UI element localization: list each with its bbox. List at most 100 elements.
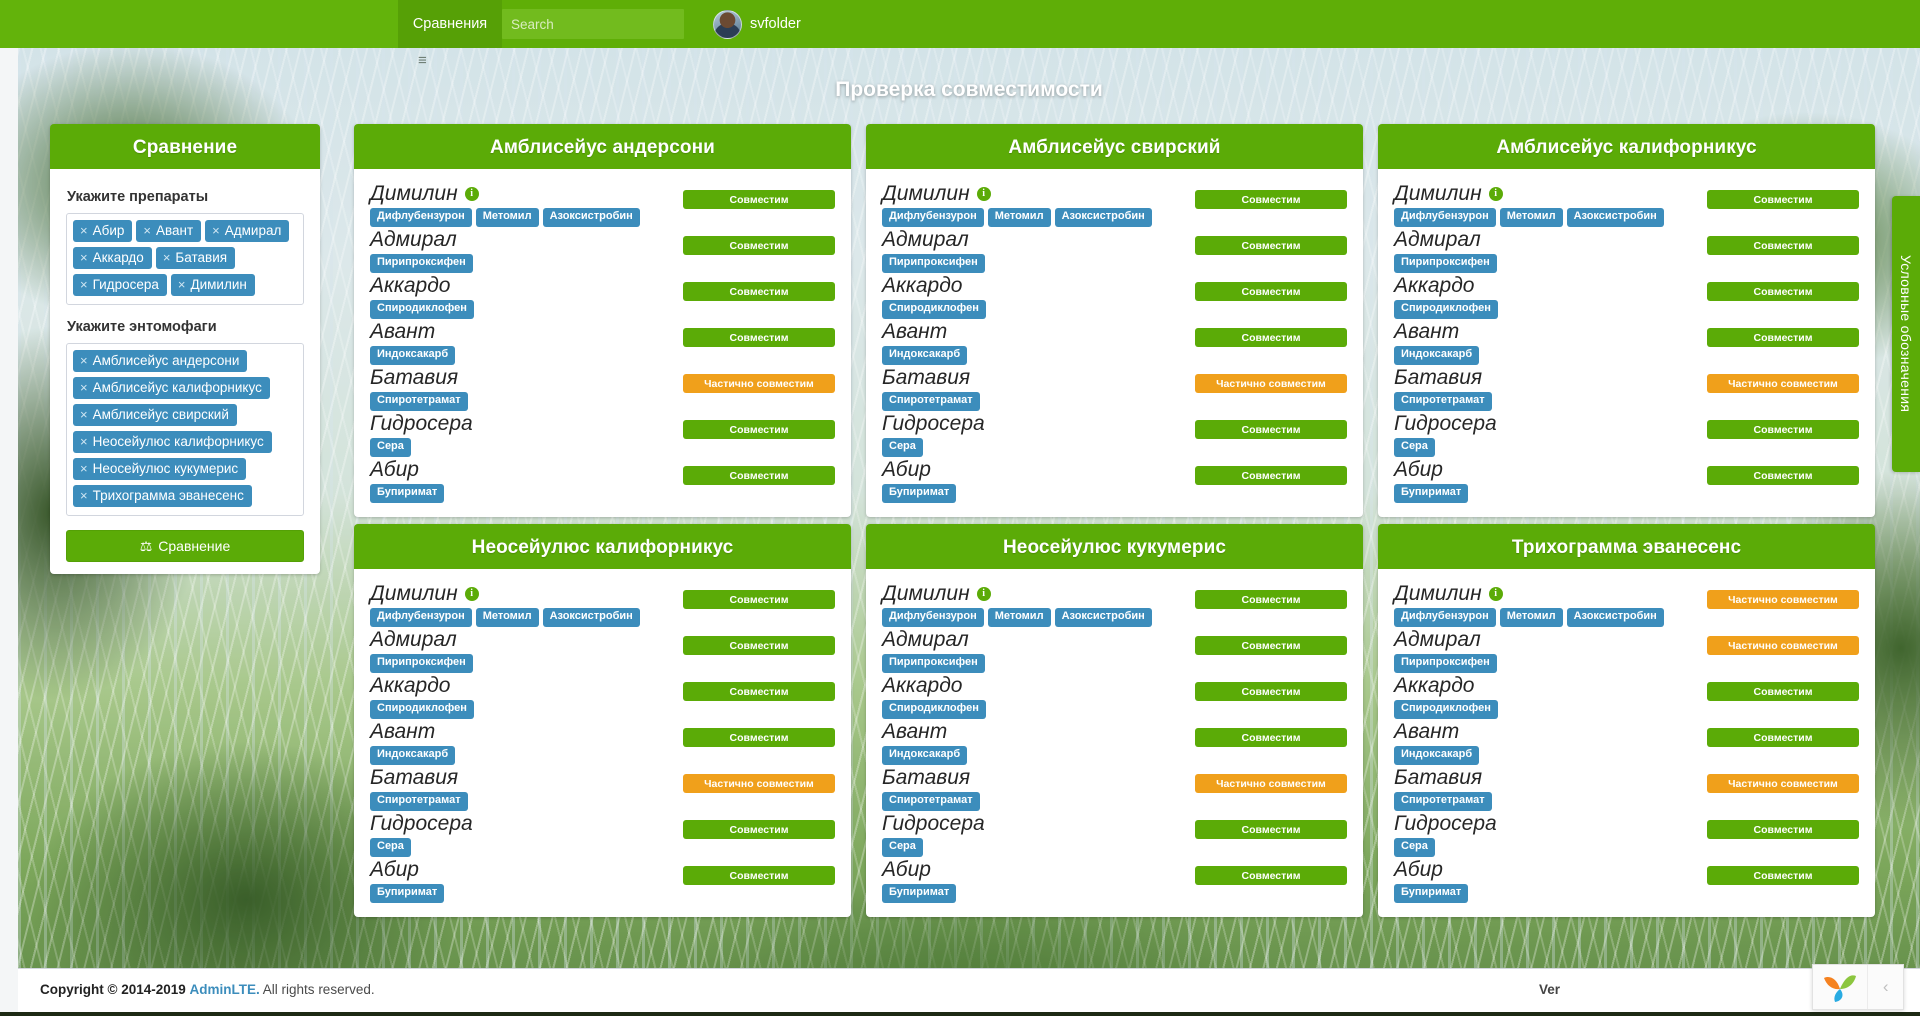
active-ingredients: Дифлубензурон Метомил Азоксистробин [882,208,1197,227]
status-badge[interactable]: Совместим [1707,466,1859,485]
drugs-token-field[interactable]: × Абир × Авант × Адмирал × Аккардо × Батавия × Гидр… [66,213,304,305]
entomophage-token[interactable]: × Неосейулюс калифорникус [73,431,272,453]
remove-icon[interactable]: × [80,277,88,292]
remove-icon[interactable]: × [80,488,88,503]
drug-block: Димилин i Дифлубензурон Метомил Азоксистроби… [1394,182,1709,229]
search-input[interactable] [502,9,684,39]
status-badge[interactable]: Частично совместим [1707,590,1859,609]
info-icon[interactable]: i [464,587,479,602]
status-badge[interactable]: Совместим [683,236,835,255]
status-badge[interactable]: Совместим [1707,682,1859,701]
drug-token[interactable]: × Димилин [170,274,255,296]
status-badge[interactable]: Совместим [1707,236,1859,255]
compare-panel: Сравнение Укажите препараты × Абир × Авант ×… [50,124,320,574]
remove-icon[interactable]: × [162,250,171,265]
entomophage-token[interactable]: × Амблисейус андерсони [73,350,248,372]
compare-submit-button[interactable]: ⚖ Сравнение [66,530,304,562]
nav-item-comparisons[interactable]: Сравнения [398,0,502,48]
status-badge[interactable]: Совместим [1707,282,1859,301]
remove-icon[interactable]: × [80,407,88,422]
status-badge[interactable]: Совместим [683,682,835,701]
drug-name: Абир [370,858,685,881]
status-badge[interactable]: Совместим [683,328,835,347]
status-badge[interactable]: Частично совместим [1195,374,1347,393]
status-badge[interactable]: Совместим [1195,590,1347,609]
drug-name: Димилин i [370,582,685,605]
info-icon[interactable]: i [464,187,479,202]
status-badge[interactable]: Совместим [683,282,835,301]
status-badge[interactable]: Совместим [683,820,835,839]
status-badge[interactable]: Частично совместим [1707,636,1859,655]
status-badge[interactable]: Частично совместим [1707,774,1859,793]
remove-icon[interactable]: × [80,434,88,449]
status-badge[interactable]: Частично совместим [1707,374,1859,393]
remove-icon[interactable]: × [80,461,88,476]
status-badge[interactable]: Совместим [1195,636,1347,655]
compatibility-row: Батавия Спиротетрамат Частично совместим [370,366,835,413]
drug-token[interactable]: × Абир [73,220,133,242]
info-icon[interactable]: i [1488,587,1503,602]
status-badge[interactable]: Частично совместим [1195,774,1347,793]
info-icon[interactable]: i [976,587,991,602]
entomophage-token[interactable]: × Трихограмма эванесенс [73,485,252,507]
entomophage-token[interactable]: × Неосейулюс кукумерис [73,458,247,480]
status-badge[interactable]: Частично совместим [683,774,835,793]
status-badge[interactable]: Совместим [1195,820,1347,839]
status-badge[interactable]: Совместим [1195,282,1347,301]
status-badge[interactable]: Совместим [683,190,835,209]
compatibility-row: Димилин i Дифлубензурон Метомил Азоксистроби… [370,582,835,629]
entomophage-token[interactable]: × Амблисейус свирский [73,404,237,426]
status-badge[interactable]: Совместим [1707,190,1859,209]
drug-token[interactable]: × Аккардо [73,247,152,269]
status-badge[interactable]: Совместим [1195,420,1347,439]
drug-token[interactable]: × Адмирал [205,220,290,242]
remove-icon[interactable]: × [80,353,88,368]
chat-widget[interactable]: ‹ [1812,964,1904,1010]
drug-token[interactable]: × Гидросера [73,274,167,296]
status-badge[interactable]: Совместим [683,466,835,485]
compare-panel-header: Сравнение [50,127,320,169]
status-badge[interactable]: Совместим [683,420,835,439]
status-badge[interactable]: Совместим [683,590,835,609]
remove-icon[interactable]: × [177,277,186,292]
active-ingredient-tag: Дифлубензурон [1394,608,1496,627]
status-badge[interactable]: Совместим [1195,866,1347,885]
info-icon[interactable]: i [976,187,991,202]
drug-token[interactable]: × Батавия [155,247,236,269]
drug-name: Авант [370,720,685,743]
status-badge[interactable]: Совместим [683,728,835,747]
entomophage-token[interactable]: × Амблисейус калифорникус [73,377,270,399]
status-badge[interactable]: Совместим [683,636,835,655]
remove-icon[interactable]: × [143,223,151,238]
status-badge[interactable]: Совместим [1707,328,1859,347]
drug-block: Гидросера Сера [370,412,685,459]
chat-collapse-icon[interactable]: ‹ [1867,965,1903,1009]
legend-tab[interactable]: Условные обозначения [1892,196,1920,472]
entomophages-token-field[interactable]: × Амблисейус андерсони × Амблисейус калифор… [66,343,304,516]
status-badge[interactable]: Совместим [1707,420,1859,439]
active-ingredients: Пирипроксифен [370,654,685,673]
drug-token[interactable]: × Авант [136,220,202,242]
status-badge[interactable]: Совместим [1195,682,1347,701]
user-menu[interactable]: svfolder [713,0,801,48]
status-badge[interactable]: Совместим [1707,728,1859,747]
footer-brand-link[interactable]: AdminLTE. [189,982,260,997]
status-badge[interactable]: Совместим [683,866,835,885]
status-badge[interactable]: Совместим [1195,466,1347,485]
drug-block: Батавия Спиротетрамат [882,366,1197,413]
status-badge[interactable]: Совместим [1707,866,1859,885]
status-badge[interactable]: Совместим [1195,190,1347,209]
status-badge[interactable]: Совместим [1195,328,1347,347]
remove-icon[interactable]: × [80,223,88,238]
status-badge[interactable]: Совместим [1195,728,1347,747]
status-badge[interactable]: Совместим [1707,820,1859,839]
sidebar-toggle-icon[interactable]: ≡ [418,52,427,69]
active-ingredient-tag: Спиротетрамат [1394,792,1492,811]
status-badge[interactable]: Частично совместим [683,374,835,393]
remove-icon[interactable]: × [80,380,88,395]
remove-icon[interactable]: × [80,250,88,265]
remove-icon[interactable]: × [212,223,220,238]
status-badge[interactable]: Совместим [1195,236,1347,255]
result-card-title: Неосейулюс калифорникус [471,537,734,558]
info-icon[interactable]: i [1488,187,1503,202]
